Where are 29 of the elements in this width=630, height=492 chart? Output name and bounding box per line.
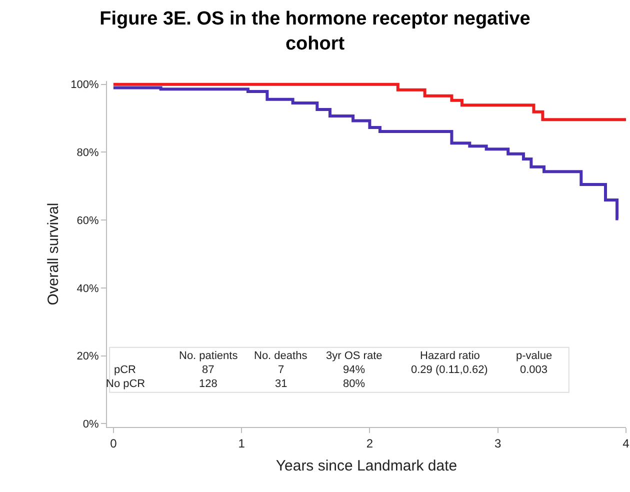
y-tick-label: 20% — [76, 350, 100, 363]
y-tick-label: 60% — [76, 214, 100, 227]
annotation: 80% — [343, 378, 366, 390]
y-tick-label: 40% — [76, 282, 100, 295]
x-axis-title: Years since Landmark date — [276, 457, 458, 474]
annotation: No pCR — [106, 378, 146, 390]
annotation: 3yr OS rate — [326, 350, 382, 362]
annotation: 0.29 (0.11,0.62) — [411, 364, 488, 376]
annotation: 87 — [202, 364, 214, 376]
annotation: 31 — [275, 378, 288, 390]
y-tick-label: 0% — [82, 418, 100, 430]
chart-title: Figure 3E. OS in the hormone receptor negative cohort — [100, 8, 530, 54]
x-tick-label: 0 — [110, 436, 118, 450]
y-axis-title: Overall survival — [44, 202, 62, 306]
annotation: No. deaths — [254, 350, 308, 362]
annotation: 7 — [278, 364, 284, 376]
annotation: 0.003 — [520, 364, 548, 376]
annotation: No. patients — [179, 350, 238, 362]
x-tick-label: 4 — [622, 436, 630, 450]
x-tick-label: 1 — [238, 436, 246, 450]
y-tick-label: 80% — [76, 147, 100, 160]
x-tick-label: 3 — [494, 436, 502, 450]
x-tick-label: 2 — [366, 436, 374, 450]
y-tick-label: 100% — [70, 79, 100, 92]
annotation: 94% — [343, 364, 366, 376]
annotation: pCR — [114, 364, 136, 376]
annotation: p-value — [516, 350, 552, 362]
annotation: 128 — [199, 378, 218, 390]
annotation: Hazard ratio — [420, 350, 480, 362]
